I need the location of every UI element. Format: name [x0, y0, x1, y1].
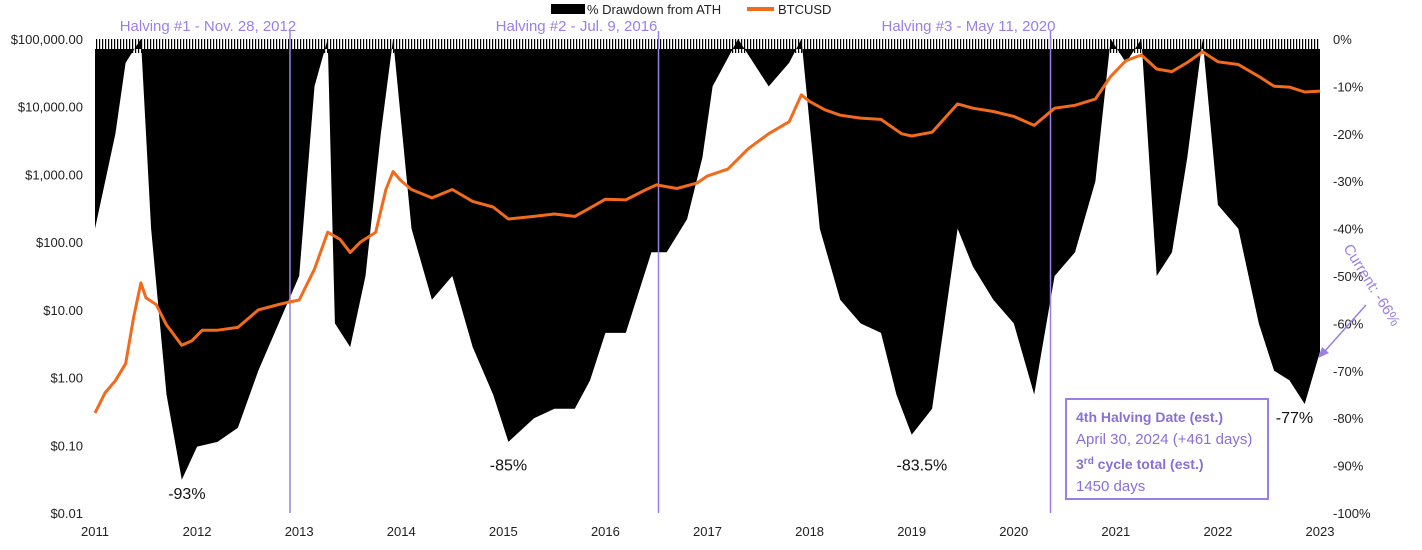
y-left-tick-label: $100,000.00 [11, 32, 83, 47]
y-right-tick-label: -70% [1333, 364, 1364, 379]
y-right-axis: 0%-10%-20%-30%-40%-50%-60%-70%-80%-90%-1… [1333, 32, 1371, 521]
x-tick-label: 2020 [999, 524, 1028, 539]
y-left-axis: $100,000.00 $10,000.00 $1,000.00 $100.00 $10… [11, 32, 83, 521]
legend-label-drawdown: % Drawdown from ATH [587, 2, 721, 17]
y-left-tick-label: $100.00 [36, 235, 83, 250]
x-tick-label: 2015 [489, 524, 518, 539]
x-tick-label: 2017 [693, 524, 722, 539]
info-box-cycle-days: 1450 days [1076, 478, 1145, 495]
y-left-tick-label: $1.00 [50, 371, 83, 386]
trough-label: -83.5% [897, 458, 948, 475]
info-box-cycle-ordinal: rd [1084, 456, 1094, 467]
x-tick-label: 2018 [795, 524, 824, 539]
trough-label: -85% [490, 458, 527, 475]
drawdown-spike-band [95, 39, 1320, 53]
y-right-tick-label: -10% [1333, 79, 1364, 94]
info-box-frame [1065, 398, 1269, 500]
halving-label: Halving #3 - May 11, 2020 [882, 18, 1056, 35]
x-axis: 2011 2012 2013 2014 2015 2016 2017 2018 2019 2020… [81, 524, 1334, 539]
trough-label: -93% [168, 486, 205, 503]
y-left-tick-label: $10,000.00 [18, 100, 83, 115]
y-left-tick-label: $10.00 [43, 303, 83, 318]
y-right-tick-label: -50% [1333, 269, 1364, 284]
current-annotation: Current: -66% [1318, 241, 1404, 358]
legend: % Drawdown from ATH BTCUSD [551, 2, 831, 17]
halving-label: Halving #1 - Nov. 28, 2012 [120, 18, 297, 35]
y-right-tick-label: -100% [1333, 506, 1371, 521]
drawdown-area [95, 39, 1320, 480]
info-box-title-cycle: 3rd cycle total (est.) [1076, 456, 1204, 472]
halving-label: Halving #2 - Jul. 9, 2016 [496, 18, 658, 35]
y-left-tick-label: $1,000.00 [25, 167, 83, 182]
legend-swatch-drawdown [551, 4, 585, 14]
y-right-tick-label: -20% [1333, 127, 1364, 142]
legend-swatch-btcusd [747, 7, 774, 11]
x-tick-label: 2011 [81, 524, 109, 539]
x-tick-label: 2013 [285, 524, 314, 539]
y-left-tick-label: $0.01 [50, 506, 83, 521]
x-tick-label: 2021 [1101, 524, 1130, 539]
y-right-tick-label: -90% [1333, 459, 1364, 474]
current-arrow-head [1318, 347, 1329, 358]
info-box: 4th Halving Date (est.) April 30, 2024 (… [1065, 398, 1269, 500]
info-box-halving-date: April 30, 2024 (+461 days) [1076, 431, 1252, 448]
y-right-tick-label: 0% [1333, 32, 1352, 47]
info-box-cycle-suffix: cycle total (est.) [1094, 456, 1204, 472]
x-tick-label: 2014 [387, 524, 416, 539]
x-tick-label: 2016 [591, 524, 620, 539]
y-right-tick-label: -40% [1333, 222, 1364, 237]
y-left-tick-label: $0.10 [50, 438, 83, 453]
y-right-tick-label: -30% [1333, 174, 1364, 189]
drawdown-series [95, 39, 1320, 480]
btcusd-line [93, 50, 1321, 414]
current-arrow-line [1323, 304, 1367, 353]
trough-labels: -93% -85% -83.5% -77% [168, 410, 1313, 503]
legend-label-btcusd: BTCUSD [778, 2, 831, 17]
trough-label: -77% [1276, 410, 1313, 427]
x-tick-label: 2022 [1203, 524, 1232, 539]
info-box-title-halving: 4th Halving Date (est.) [1076, 409, 1223, 425]
halving-markers: Halving #1 - Nov. 28, 2012 Halving #2 - J… [120, 18, 1056, 513]
x-tick-label: 2019 [897, 524, 926, 539]
info-box-cycle-number: 3 [1076, 456, 1084, 472]
x-tick-label: 2012 [183, 524, 212, 539]
y-right-tick-label: -80% [1333, 411, 1364, 426]
x-tick-label: 2023 [1306, 524, 1335, 539]
